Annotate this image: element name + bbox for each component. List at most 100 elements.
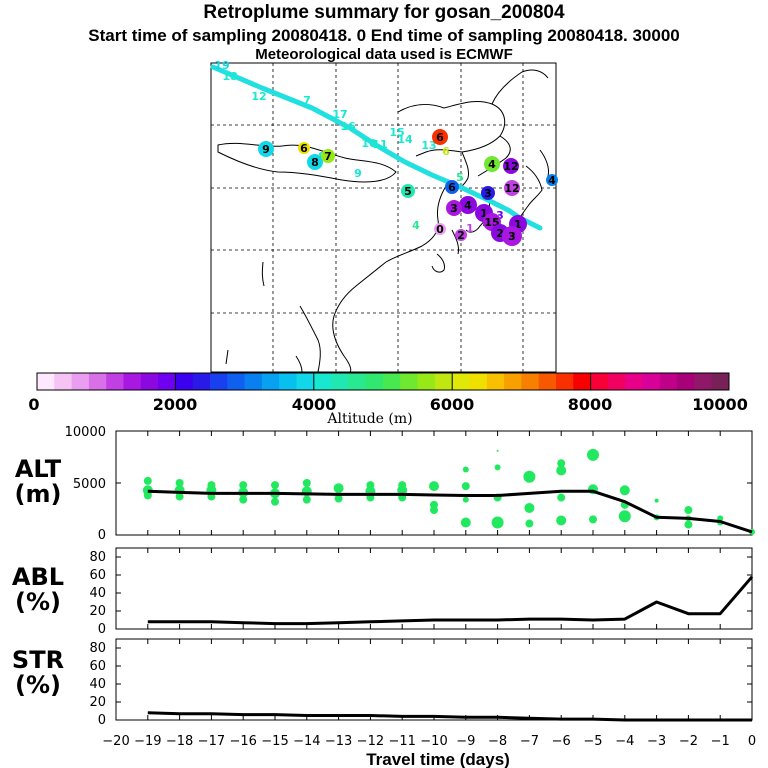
xtick: −3 — [647, 734, 666, 749]
map-cluster — [298, 142, 310, 154]
colorbar-cell — [106, 373, 124, 390]
alt-scatter-point — [589, 515, 597, 524]
xtick: −14 — [293, 734, 320, 749]
colorbar-cell — [590, 373, 609, 390]
colorbar-tick-6000: 6000 — [430, 395, 475, 414]
abl-ytick-60: 60 — [89, 568, 106, 583]
trajectory-day-label: 4 — [412, 219, 420, 232]
map-cluster-label: 6 — [300, 142, 308, 155]
abl-ytick-40: 40 — [89, 586, 106, 601]
trajectory-day-label: 5 — [456, 171, 464, 184]
map-cluster-label: 12 — [503, 160, 518, 173]
colorbar-cell — [227, 373, 246, 390]
map-cluster — [502, 226, 522, 246]
colorbar-cell — [469, 373, 488, 390]
trajectory-day-label: 11 — [372, 138, 387, 151]
map-cluster-label: 4 — [464, 199, 472, 212]
trajectory-day-label: 6 — [442, 145, 450, 158]
colorbar-cell — [711, 373, 730, 390]
colorbar-cell — [192, 373, 211, 390]
alt-ytick-5000: 5000 — [73, 477, 106, 492]
map-cluster — [455, 229, 467, 241]
map-cluster-label: 6 — [436, 131, 444, 144]
colorbar-cell — [521, 373, 540, 390]
figure-title: Retroplume summary for gosan_200804 — [203, 2, 565, 23]
trajectory-day-label: 13 — [421, 139, 436, 152]
colorbar-cell — [694, 373, 713, 390]
colorbar-cell — [365, 373, 384, 390]
alt-scatter-point — [239, 495, 248, 504]
colorbar-cell — [400, 373, 419, 390]
colorbar-cell — [504, 373, 522, 390]
met-data-note: Meteorological data used is ECMWF — [255, 46, 513, 63]
xtick: −12 — [357, 734, 384, 749]
alt-scatter-point — [618, 510, 631, 523]
colorbar-cell — [642, 373, 661, 390]
colorbar-cell — [607, 373, 626, 390]
map-cluster — [434, 223, 446, 235]
map-cluster — [546, 174, 558, 186]
colorbar-cell — [331, 373, 349, 390]
trajectory-day-label: 12 — [251, 90, 266, 103]
trajectory-line — [210, 64, 543, 231]
str-ytick-40: 40 — [89, 677, 106, 692]
xtick: −20 — [102, 734, 129, 749]
xtick: −9 — [456, 734, 475, 749]
alt-scatter-point — [496, 449, 499, 452]
alt-scatter-point — [557, 493, 566, 502]
colorbar-cell — [625, 373, 643, 390]
map-cluster-label: 8 — [311, 156, 319, 169]
xtick: −4 — [615, 734, 634, 749]
abl-label: ABL — [12, 563, 64, 591]
trajectory-day-label: 14 — [397, 133, 413, 146]
colorbar-cell — [486, 373, 505, 390]
xtick: −18 — [166, 734, 193, 749]
map-cluster-label: 1 — [514, 218, 522, 231]
colorbar-label: Altitude (m) — [326, 411, 412, 427]
colorbar-cell — [538, 373, 557, 390]
alt-scatter-point — [525, 519, 534, 528]
alt-scatter-point — [524, 502, 535, 513]
axis-ticks — [115, 430, 753, 721]
colorbar-tick-10000: 10000 — [692, 395, 748, 414]
map-cluster — [481, 186, 495, 200]
map-cluster-label: 2 — [496, 227, 504, 240]
xtick: −16 — [229, 734, 256, 749]
str-ytick-60: 60 — [89, 659, 106, 674]
colorbar-cell — [417, 373, 436, 390]
alt-scatter-point — [619, 485, 630, 496]
xtick: −2 — [679, 734, 698, 749]
map-cluster-label: 3 — [450, 202, 458, 215]
alt-scatter-point — [430, 506, 438, 515]
trajectory-day-label: 10 — [361, 137, 377, 150]
map-cluster-label: 9 — [262, 143, 270, 156]
str-ytick-0: 0 — [98, 713, 106, 728]
colorbar-cell — [175, 373, 194, 390]
colorbar-cell — [123, 373, 142, 390]
alt-scatter-point — [460, 517, 471, 528]
colorbar-cell — [677, 373, 695, 390]
alt-scatter-point — [494, 464, 501, 471]
map-cluster-label: 3 — [484, 187, 492, 200]
colorbar-cell — [279, 373, 297, 390]
map-cluster — [432, 129, 448, 145]
map-cluster-label: 0 — [436, 223, 444, 236]
xtick: −5 — [583, 734, 602, 749]
xtick: −7 — [520, 734, 539, 749]
xtick: −13 — [325, 734, 352, 749]
map-panel: 191812717161514136541011893210 968761241… — [210, 59, 558, 373]
str-ytick-80: 80 — [89, 641, 106, 656]
alt-scatter-point — [271, 497, 279, 506]
alt-scatter-point — [556, 515, 567, 526]
abl-ytick-80: 80 — [89, 550, 106, 565]
colorbar-cell — [313, 373, 332, 390]
map-frame — [210, 62, 557, 373]
map-cluster — [307, 154, 323, 170]
colorbar-cell — [37, 373, 55, 390]
abl-ytick-0: 0 — [98, 622, 106, 637]
alt-scatter-point — [333, 483, 344, 494]
altitude-colorbar: 0 2000 4000 6000 8000 10000 Altitude (m) — [28, 372, 748, 427]
alt-mean-line — [147, 489, 753, 534]
